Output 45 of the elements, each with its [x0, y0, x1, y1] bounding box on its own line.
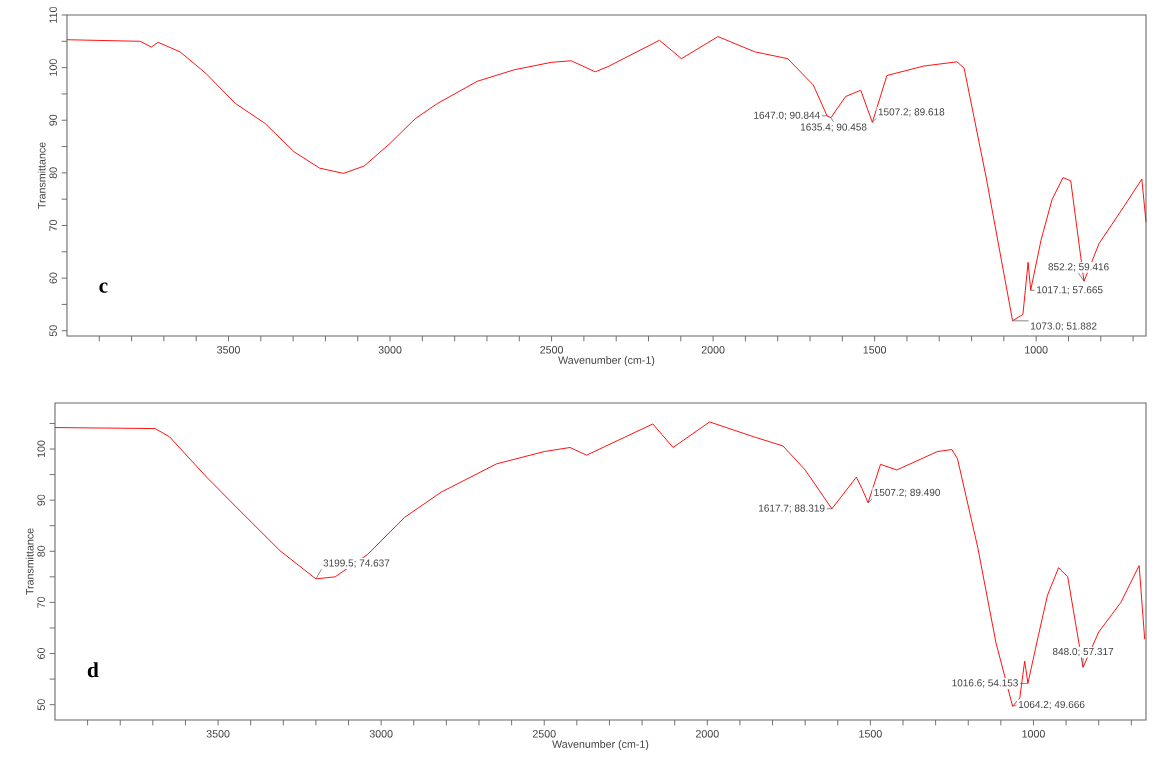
- annotation: c: [99, 282, 108, 293]
- x-tick-label: 2500: [532, 730, 556, 738]
- y-tick-label: 100: [37, 440, 45, 458]
- annotation: 1647.0; 90.844: [754, 111, 820, 120]
- y-axis-title: Transmittance: [25, 528, 34, 595]
- y-tick-label: 80: [49, 167, 57, 179]
- y-tick-label: 60: [49, 272, 57, 284]
- annotation: 1064.2; 49.666: [1018, 700, 1085, 710]
- x-tick-label: 2000: [701, 346, 725, 354]
- annotation: 1016.6; 54.153: [952, 679, 1018, 688]
- annotation: d: [87, 662, 99, 678]
- y-tick-label: 90: [49, 114, 57, 126]
- annotation: 1635.4; 90.458: [800, 123, 867, 132]
- y-tick-label: 50: [37, 699, 45, 711]
- line-series: [66, 36, 1147, 322]
- y-tick-label: 70: [37, 596, 45, 608]
- y-tick-label: 60: [37, 648, 45, 659]
- y-tick-label: 100: [49, 59, 57, 76]
- y-tick-label: 110: [49, 6, 57, 23]
- x-tick-label: 3500: [206, 730, 230, 738]
- y-axis-title: Transmittance: [37, 142, 46, 209]
- y-tick-label: 50: [49, 325, 57, 337]
- annotation: 1507.2; 89.618: [878, 108, 945, 117]
- x-tick-label: 1500: [859, 730, 882, 738]
- annotation: 848.0; 57.317: [1052, 647, 1114, 657]
- annotation: 1617.7; 88.319: [759, 504, 825, 513]
- line-series: [54, 421, 1146, 707]
- x-tick-label: 3000: [378, 346, 402, 354]
- annotation: 852.2; 59.416: [1048, 263, 1109, 272]
- x-tick-label: 1000: [1025, 346, 1048, 354]
- annotation: 1073.0; 51.882: [1031, 322, 1097, 331]
- x-axis-title: Wavenumber (cm-1): [552, 740, 649, 751]
- x-tick-label: 2000: [695, 730, 719, 738]
- y-tick-label: 90: [37, 494, 45, 506]
- annotation: 1017.1; 57.665: [1037, 286, 1103, 295]
- annotation: 3199.5; 74.637: [323, 559, 390, 568]
- y-tick-label: 70: [49, 219, 57, 231]
- y-tick-label: 80: [37, 545, 45, 557]
- x-tick-label: 3000: [369, 730, 393, 738]
- annotation: 1507.2; 89.490: [874, 488, 941, 498]
- x-tick-label: 1000: [1022, 730, 1045, 738]
- x-tick-label: 3500: [217, 346, 240, 354]
- x-axis-title: Wavenumber (cm-1): [558, 356, 655, 367]
- x-tick-label: 2500: [540, 346, 564, 354]
- x-tick-label: 1500: [863, 346, 887, 354]
